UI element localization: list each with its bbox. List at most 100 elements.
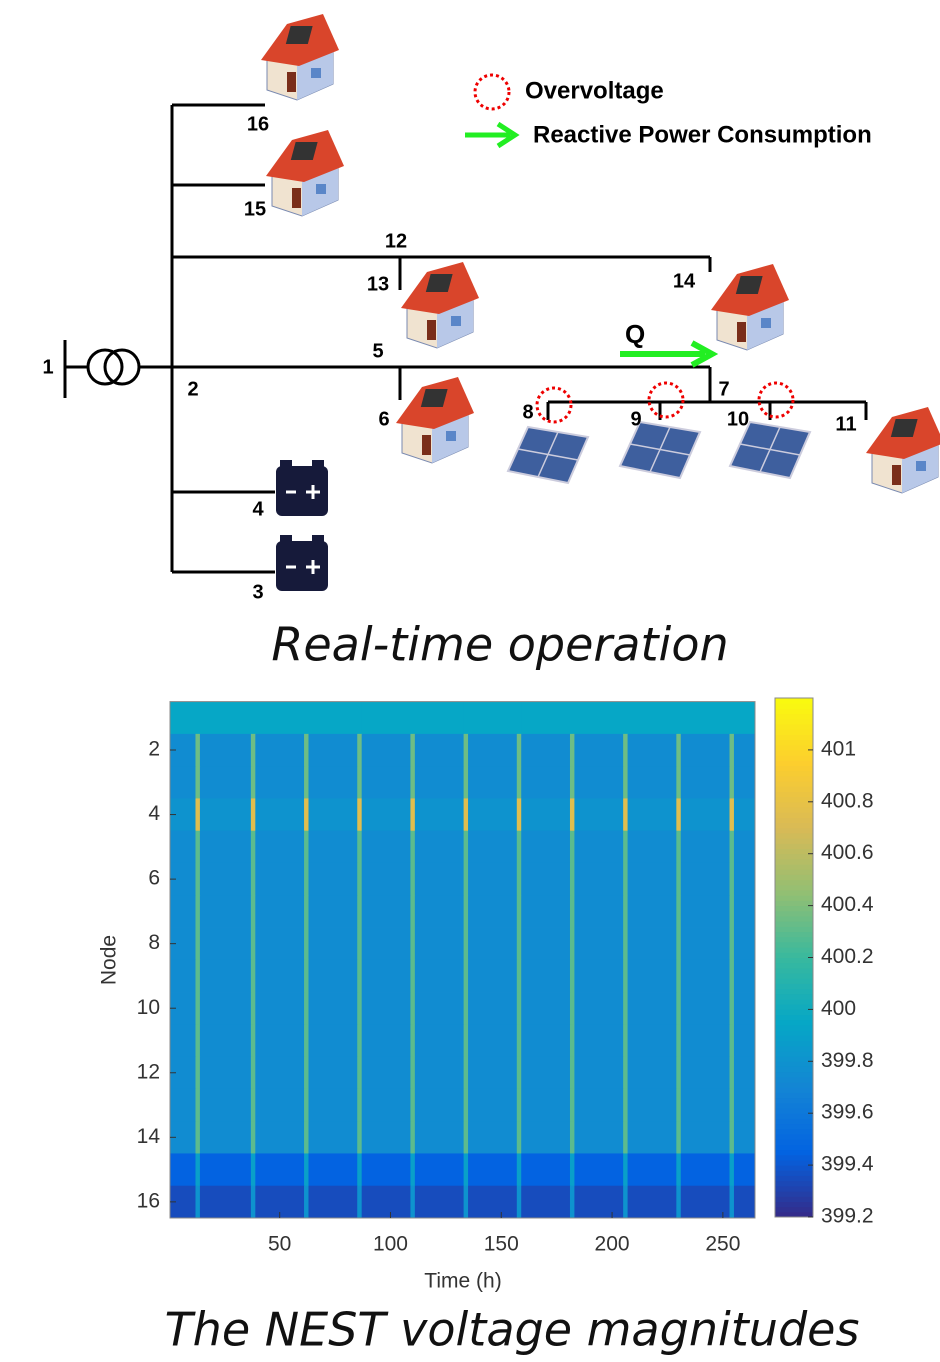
colorbar-swatch xyxy=(775,1118,813,1125)
heatmap-cell xyxy=(627,959,677,993)
y-tick-label: 4 xyxy=(148,802,160,825)
heatmap-cell xyxy=(357,1153,363,1187)
colorbar-swatch xyxy=(775,1087,813,1093)
battery xyxy=(276,541,328,591)
heatmap-cell xyxy=(516,1024,522,1058)
house-door xyxy=(892,465,901,485)
caption: The NEST voltage magnitudes xyxy=(165,1303,860,1357)
solar-roof xyxy=(890,419,918,437)
heatmap-cell xyxy=(521,701,571,735)
heatmap-cell xyxy=(521,1185,571,1219)
heatmap-cell xyxy=(680,830,730,864)
colorbar-swatch xyxy=(775,853,813,860)
colorbar-swatch xyxy=(775,1170,813,1176)
heatmap-cell xyxy=(680,1088,730,1122)
y-axis-label: Node xyxy=(98,935,121,985)
heatmap-cell xyxy=(680,992,730,1025)
heatmap-cell xyxy=(199,798,252,832)
heatmap-cell xyxy=(680,927,730,961)
heatmap-cell xyxy=(357,895,363,928)
heatmap-cell xyxy=(623,992,628,1025)
heatmap-cell xyxy=(676,992,682,1025)
colorbar-tick-label: 399.8 xyxy=(821,1049,874,1072)
colorbar-swatch xyxy=(775,1108,813,1114)
heatmap-cell xyxy=(410,1088,416,1122)
heatmap-cell xyxy=(463,959,469,993)
heatmap-cell xyxy=(623,927,628,961)
y-tick-label: 10 xyxy=(137,996,160,1019)
plot-frame xyxy=(169,701,756,1219)
heatmap-cell xyxy=(195,1088,201,1122)
heatmap-cell xyxy=(195,895,201,928)
colorbar-swatch xyxy=(775,1050,813,1057)
heatmap-cell xyxy=(516,733,522,767)
heatmap-cell xyxy=(733,895,756,928)
house-window xyxy=(916,461,926,471)
node-label: 1 xyxy=(42,356,53,378)
colorbar-swatch xyxy=(775,1014,813,1021)
heatmap-cell xyxy=(516,1088,522,1122)
heatmap-cell xyxy=(733,1153,756,1187)
heatmap-cell xyxy=(199,733,252,767)
x-tick-label: 50 xyxy=(268,1233,291,1256)
heatmap-cell xyxy=(623,1121,628,1154)
heatmap-cell xyxy=(627,992,677,1025)
colorbar-swatch xyxy=(775,1076,813,1083)
heatmap-cell xyxy=(729,798,735,832)
heatmap-cell xyxy=(627,1088,677,1122)
heatmap-cell xyxy=(468,959,518,993)
colorbar-swatch xyxy=(775,1196,813,1202)
heatmap-cell xyxy=(199,830,252,864)
heatmap-cell xyxy=(195,1121,201,1154)
heatmap-cell xyxy=(414,1185,465,1219)
heatmap-cell xyxy=(361,733,411,767)
heatmap-cell xyxy=(574,927,624,961)
colorbar-swatch xyxy=(775,1180,813,1187)
heatmap-cell xyxy=(361,1024,411,1058)
house-door xyxy=(292,188,301,208)
heatmap-cell xyxy=(521,959,571,993)
colorbar-swatch xyxy=(775,931,813,938)
flow-arrow xyxy=(620,340,719,368)
heatmap-cell xyxy=(410,701,416,735)
colorbar-swatch xyxy=(775,895,813,901)
heatmap-cell xyxy=(516,830,522,864)
colorbar-swatch xyxy=(775,1035,813,1042)
heatmap-cell xyxy=(463,862,469,896)
colorbar-swatch xyxy=(775,999,813,1005)
heatmap-cell xyxy=(463,798,469,832)
heatmap-cell xyxy=(516,895,522,928)
x-tick-label: 200 xyxy=(595,1233,630,1256)
heatmap-cell xyxy=(468,992,518,1025)
heatmap-cell xyxy=(521,798,571,832)
colorbar-swatch xyxy=(775,755,813,761)
solar-roof xyxy=(735,276,763,294)
colorbar-swatch xyxy=(775,973,813,979)
heatmap-cell xyxy=(676,1056,682,1090)
heatmap-cell xyxy=(361,862,411,896)
heatmap-cell xyxy=(623,1185,628,1219)
heatmap-cell xyxy=(729,927,735,961)
colorbar-swatch xyxy=(775,749,813,756)
battery xyxy=(276,466,328,516)
heatmap-cell xyxy=(623,733,628,767)
heatmap-cell xyxy=(199,959,252,993)
heatmap-cell xyxy=(410,1024,416,1058)
heatmap-cell xyxy=(463,992,469,1025)
heatmap-cell xyxy=(361,701,411,735)
heatmap-cell xyxy=(255,927,305,961)
legend-arrow xyxy=(465,121,520,149)
house-window xyxy=(311,68,321,78)
heatmap-cell xyxy=(199,1024,252,1058)
colorbar-swatch xyxy=(775,786,813,792)
heatmap-cell xyxy=(361,1153,411,1187)
heatmap-cell xyxy=(680,766,730,799)
heatmap-cell xyxy=(627,1024,677,1058)
heatmap-cell xyxy=(516,1121,522,1154)
colorbar-swatch xyxy=(775,796,813,803)
heatmap-cell xyxy=(623,1024,628,1058)
heatmap-cell xyxy=(308,1185,358,1219)
heatmap-cell xyxy=(733,862,756,896)
heatmap-cell xyxy=(255,766,305,799)
